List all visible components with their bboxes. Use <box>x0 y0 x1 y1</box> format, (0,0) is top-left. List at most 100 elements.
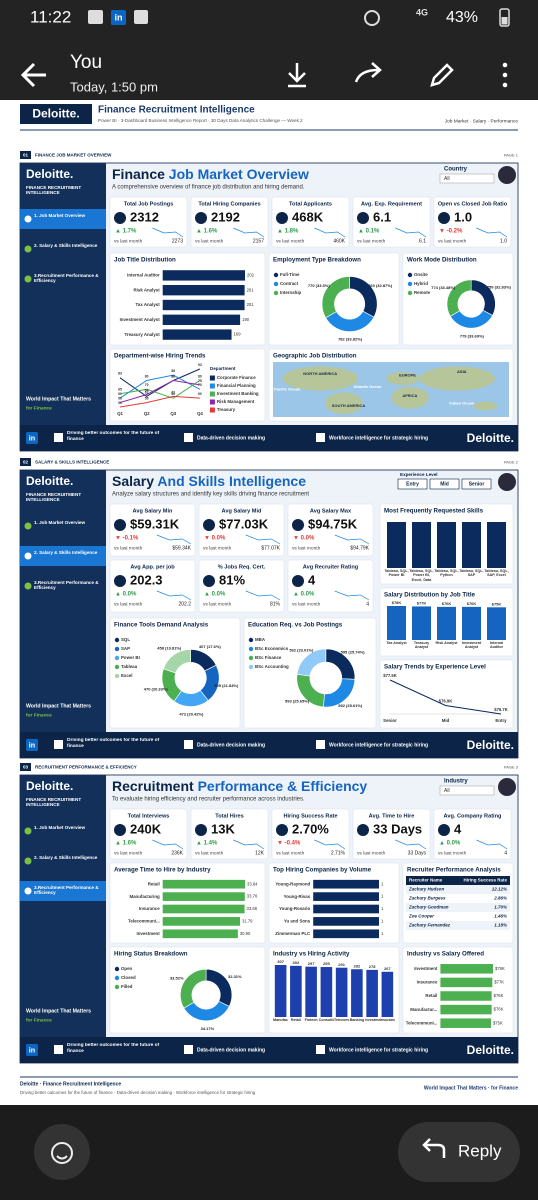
table-cell: Zachary Goodman <box>408 905 449 910</box>
bar <box>162 879 245 889</box>
nav-item-box: 1. Job Market Overview <box>34 825 85 830</box>
bar-value: $77K <box>494 980 504 985</box>
kpi-sparkline <box>314 227 346 238</box>
section-number: 02 <box>23 459 29 464</box>
dashboard-subtitle: To evaluate hiring efficiency and recrui… <box>112 797 305 803</box>
filter-value: All <box>444 788 450 794</box>
filter-option[interactable] <box>429 478 460 490</box>
kpi-delta: ▼ 0.0% <box>204 536 226 542</box>
bar-category: Tableau, SQL, Python <box>434 569 459 578</box>
emoji-button[interactable] <box>34 1124 90 1180</box>
linkedin-text: in <box>29 433 35 442</box>
kpi-label: Total Hiring Companies <box>198 201 260 207</box>
page-number: PAGE 2 <box>504 459 519 464</box>
linkedin-icon <box>26 432 38 444</box>
reply-button[interactable] <box>398 1122 520 1182</box>
legend-swatch <box>114 975 120 981</box>
kpi-prev: 202.2 <box>178 601 191 607</box>
point-label: $77.5K <box>383 673 397 678</box>
linkedin-icon <box>26 1044 38 1056</box>
sidebar-brand: Deloitte. <box>26 474 73 488</box>
linkedin-text: in <box>29 740 35 749</box>
bar-value: 282 <box>354 963 361 968</box>
bar-category-box: Retail <box>291 1018 301 1022</box>
bar <box>381 971 394 1017</box>
footer-icon <box>184 740 193 749</box>
donut-label: 759 (32.83%) <box>487 285 512 290</box>
bar-category: Banking <box>349 1018 365 1022</box>
page-number: PAGE 1 <box>504 152 519 157</box>
kpi-sparkline <box>156 534 192 545</box>
nav-item: 3.Recruitment Performance & Efficiency <box>34 580 99 591</box>
chart-title: Education Req. vs Job Postings <box>248 622 343 629</box>
bar-category: Investment Analyst <box>120 317 161 322</box>
emoji-icon <box>51 1142 73 1164</box>
filter-option[interactable] <box>397 478 428 490</box>
chart-title: Employment Type Breakdown <box>273 257 361 264</box>
point-label: 70 <box>198 383 202 387</box>
x-tick-label: Q3 <box>170 411 176 416</box>
legend-label: SAP <box>121 646 130 651</box>
title-accent: And Skills Intelligence <box>157 473 306 489</box>
bar <box>313 904 379 914</box>
kpi-caption: vs last month <box>357 850 386 856</box>
legend-label: Tableau <box>121 664 138 669</box>
kpi-delta: ▲ 0.0% <box>439 841 461 847</box>
edit-button[interactable] <box>430 63 454 87</box>
kpi-delta: ▲ 0.0% <box>293 592 315 598</box>
filter-option[interactable] <box>461 478 492 490</box>
more-button[interactable] <box>502 62 508 88</box>
point-label: 75 <box>198 379 202 383</box>
bar <box>487 607 506 640</box>
kpi-value: 81% <box>219 572 245 587</box>
bar-category: Treasury Analyst <box>413 641 430 650</box>
kpi-card <box>109 559 196 613</box>
sidebar-impact-sub: for Finance <box>26 405 52 411</box>
reply-label[interactable]: Reply <box>458 1141 502 1160</box>
kpi-label: Hiring Success Rate <box>283 813 337 819</box>
legend-swatch <box>209 391 215 397</box>
download-button[interactable] <box>288 63 306 88</box>
footer-icon <box>54 1045 63 1054</box>
battery-label: 43% <box>446 9 478 26</box>
bar-value: $76K <box>467 601 477 606</box>
kpi-card <box>109 196 188 248</box>
kpi-icon <box>438 212 450 224</box>
back-button[interactable] <box>20 62 46 88</box>
kpi-delta: ▼ -0.1% <box>115 536 139 542</box>
bar-value: 1 <box>381 931 384 936</box>
bar-value: 201 <box>247 287 255 292</box>
donut-label: 774 (33.48%) <box>431 285 456 290</box>
filter-dropdown[interactable] <box>439 173 495 184</box>
donut-label: 34.17% <box>201 1026 215 1031</box>
share-button[interactable] <box>354 62 382 83</box>
kpi-label: Avg Salary Max <box>310 508 352 514</box>
bar <box>437 606 456 640</box>
kpi-sparkline <box>314 839 346 850</box>
kpi-icon <box>114 519 126 531</box>
bar-category: Young-Raymond <box>275 881 310 886</box>
bar-category: Risk Analyst <box>133 287 160 292</box>
kpi-label: Open vs Closed Job Ratio <box>438 201 508 207</box>
legend-label: Treasury <box>217 407 236 412</box>
legend-swatch <box>248 655 254 661</box>
filter-dropdown[interactable] <box>439 785 495 796</box>
section-badge <box>20 151 31 159</box>
dashboard: Deloitte. FINANCE RECRUITMENT INTELLIGENC… <box>19 469 519 759</box>
bar-category-box: Insurance <box>380 1018 395 1022</box>
legend-swatch <box>248 637 254 643</box>
legend-label: Excel <box>121 673 132 678</box>
footer-text: Driving better outcomes for the future o… <box>67 431 160 442</box>
bar-category: Risk Analyst <box>435 641 458 645</box>
bar <box>162 892 245 901</box>
bar <box>387 606 406 640</box>
kpi-icon <box>357 212 369 224</box>
legend-swatch <box>273 290 279 296</box>
legend-label: Remote <box>414 290 431 295</box>
legend-swatch <box>209 375 215 381</box>
bar-category-box: Tableau, SQL, Power BI, Excel, Data <box>409 569 433 582</box>
donut-label: 472 (20.42%) <box>179 712 204 717</box>
point-label: 80 <box>171 374 175 378</box>
kpi-sparkline <box>334 534 370 545</box>
kpi-value: $59.31K <box>130 516 180 531</box>
